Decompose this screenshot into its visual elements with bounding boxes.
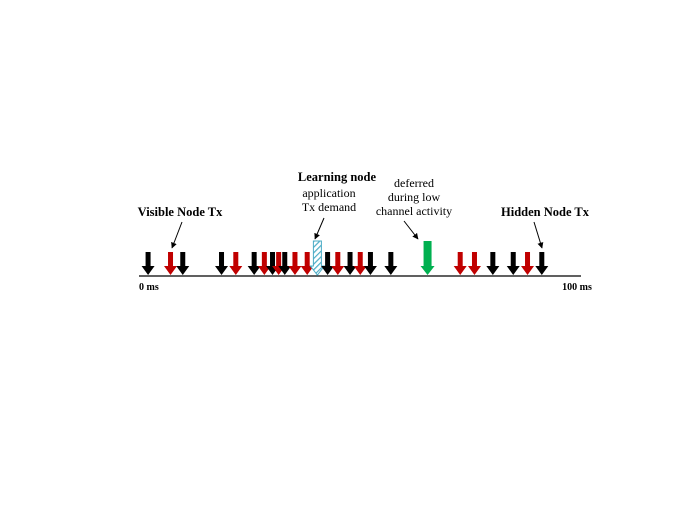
visible-tx-arrow	[141, 252, 155, 275]
visible-tx-arrow	[176, 252, 190, 275]
hidden-tx-arrow	[257, 252, 271, 275]
start-time-label: 0 ms	[139, 282, 159, 293]
visible-tx-arrow	[384, 252, 398, 275]
transmission-arrows	[141, 240, 549, 276]
hidden-tx-arrow	[453, 252, 467, 275]
visible-node-pointer	[171, 221, 183, 249]
deferred-tx-arrow	[420, 241, 435, 275]
application-pointer	[314, 217, 325, 240]
visible-tx-arrow	[215, 252, 229, 275]
application-tx-arrow	[309, 240, 326, 276]
visible-tx-arrow	[363, 252, 377, 275]
visible-node-label: Visible Node Tx	[138, 205, 223, 219]
visible-tx-arrow	[278, 252, 292, 275]
deferred-label-line3: channel activity	[376, 204, 452, 218]
application-label-line2: Tx demand	[302, 200, 356, 214]
hidden-tx-arrow	[467, 252, 481, 275]
hidden-node-label: Hidden Node Tx	[501, 205, 590, 219]
hidden-tx-arrow	[353, 252, 367, 275]
hidden-node-pointer	[533, 221, 544, 249]
hidden-tx-arrow	[300, 252, 314, 275]
hidden-tx-arrow	[521, 252, 535, 275]
hidden-tx-arrow	[164, 252, 178, 275]
hidden-tx-arrow	[331, 252, 345, 275]
hidden-tx-arrow	[288, 252, 302, 275]
visible-tx-arrow	[486, 252, 500, 275]
hidden-tx-arrow	[229, 252, 243, 275]
end-time-label: 100 ms	[562, 282, 592, 293]
visible-tx-arrow	[535, 252, 549, 275]
deferred-label-line1: deferred	[394, 176, 434, 190]
deferred-label-line2: during low	[388, 190, 441, 204]
visible-tx-arrow	[247, 252, 261, 275]
visible-tx-arrow	[321, 252, 335, 275]
visible-tx-arrow	[506, 252, 520, 275]
application-label-line1: application	[302, 186, 355, 200]
visible-tx-arrow	[343, 252, 357, 275]
learning-node-label: Learning node	[298, 170, 377, 184]
deferred-pointer	[403, 220, 419, 240]
